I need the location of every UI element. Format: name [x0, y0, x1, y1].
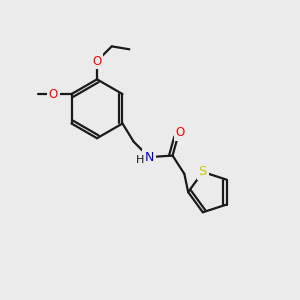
Text: O: O: [92, 55, 102, 68]
Text: N: N: [144, 151, 154, 164]
Text: O: O: [49, 88, 58, 100]
Text: S: S: [199, 165, 207, 178]
Text: O: O: [176, 126, 185, 140]
Text: H: H: [135, 155, 144, 165]
